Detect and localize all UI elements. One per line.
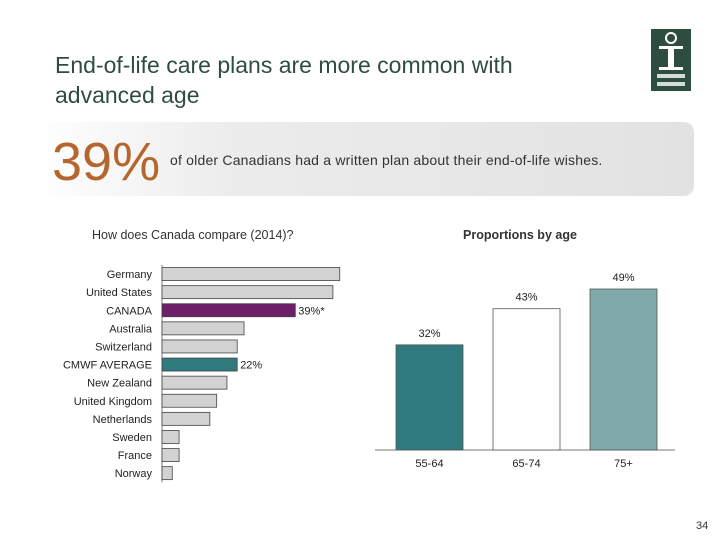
country-label-germany: Germany: [107, 269, 153, 281]
country-label-australia: Australia: [109, 323, 153, 335]
country-bar-australia: [161, 321, 245, 336]
country-bar-canada: [161, 303, 296, 318]
country-bar-cmwf-average: [161, 357, 238, 372]
country-bar-netherlands: [161, 411, 211, 426]
stat-value: 39%: [52, 132, 161, 192]
country-label-united-kingdom: United Kingdom: [74, 396, 152, 408]
country-label-canada: CANADA: [106, 305, 153, 317]
age-bar-55-64: [395, 344, 464, 451]
country-bar-switzerland: [161, 339, 238, 354]
cihi-logo-icon: [651, 29, 691, 91]
country-label-sweden: Sweden: [112, 432, 152, 444]
country-bar-united-states: [161, 285, 334, 300]
age-bar-75: [589, 288, 658, 451]
stat-description: of older Canadians had a written plan ab…: [170, 152, 603, 168]
country-label-switzerland: Switzerland: [95, 341, 152, 353]
country-bar-germany: [161, 267, 341, 281]
age-category-label-65-74: 65-74: [512, 458, 540, 470]
country-bar-united-kingdom: [161, 393, 218, 408]
country-label-cmwf-average: CMWF AVERAGE: [63, 360, 152, 372]
country-label-france: France: [118, 450, 152, 462]
age-chart-title: Proportions by age: [463, 228, 577, 242]
country-data-label-canada: 39%*: [298, 305, 325, 317]
country-label-norway: Norway: [115, 468, 153, 480]
age-data-label-75: 49%: [612, 272, 634, 284]
country-bar-new-zealand: [161, 375, 228, 390]
page-number: 34: [696, 520, 709, 532]
country-bar-sweden: [161, 430, 180, 444]
country-label-new-zealand: New Zealand: [87, 378, 152, 390]
country-data-label-cmwf-average: 22%: [240, 360, 262, 372]
country-label-netherlands: Netherlands: [93, 414, 153, 426]
age-category-label-75: 75+: [614, 458, 633, 470]
country-label-united-states: United States: [86, 287, 153, 299]
stat-banner: [34, 122, 694, 196]
age-category-label-55-64: 55-64: [415, 458, 443, 470]
country-bar-chart: Germany United States CANADA 39%* Australia S…: [63, 265, 341, 483]
country-chart-title: How does Canada compare (2014)?: [92, 228, 294, 242]
slide-title: End-of-life care plans are more common w…: [55, 52, 513, 108]
country-bar-norway: [161, 466, 173, 481]
age-data-label-55-64: 32%: [418, 328, 440, 340]
age-bar-chart: 32% 55-64 43% 65-74 49% 75+: [375, 272, 675, 470]
age-bar-65-74: [492, 308, 561, 451]
country-bar-france: [161, 448, 180, 462]
age-data-label-65-74: 43%: [515, 292, 537, 304]
